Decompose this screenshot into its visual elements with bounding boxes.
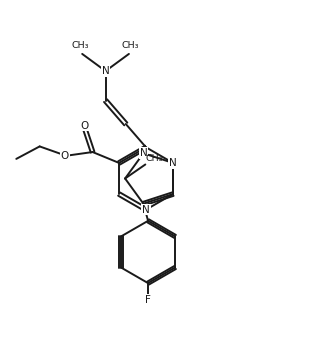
- Text: N: N: [139, 148, 147, 158]
- Text: CH₃: CH₃: [72, 41, 89, 50]
- Text: CH₃: CH₃: [146, 154, 164, 163]
- Text: N: N: [102, 66, 109, 76]
- Text: CH₃: CH₃: [122, 41, 139, 50]
- Text: F: F: [145, 295, 151, 305]
- Text: N: N: [142, 205, 150, 215]
- Text: O: O: [81, 121, 89, 131]
- Text: N: N: [169, 158, 177, 168]
- Text: O: O: [61, 151, 69, 161]
